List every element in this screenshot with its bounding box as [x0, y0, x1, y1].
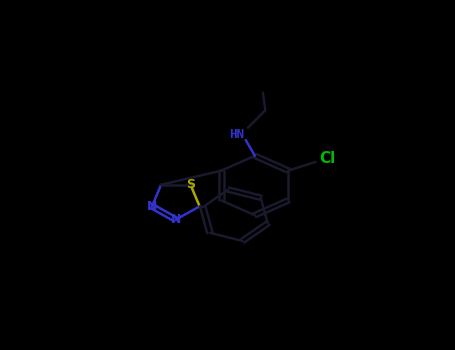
Text: HN: HN: [229, 128, 244, 141]
Text: Cl: Cl: [319, 151, 335, 166]
Text: N: N: [171, 213, 181, 226]
Text: N: N: [147, 200, 157, 213]
Text: S: S: [186, 178, 195, 191]
